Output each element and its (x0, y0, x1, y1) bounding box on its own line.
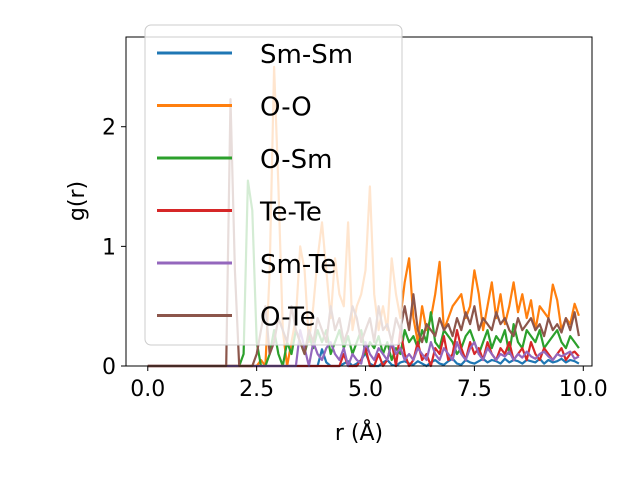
legend: Sm-Sm O-O O-Sm Te-Te Sm-Te O-Te (144, 24, 403, 346)
y-tick-label: 1 (102, 235, 116, 260)
x-tick-label: 5.0 (348, 377, 383, 402)
x-tick-label: 10.0 (559, 377, 608, 402)
legend-box (144, 24, 403, 346)
legend-label-sm-te: Sm-Te (260, 250, 336, 280)
x-tick-label: 2.5 (239, 377, 274, 402)
y-tick-label: 2 (102, 116, 116, 141)
y-tick-label: 0 (102, 355, 116, 380)
y-axis-title: g(r) (65, 181, 90, 221)
legend-label-o-sm: O-Sm (260, 145, 332, 175)
legend-label-sm-sm: Sm-Sm (260, 40, 353, 70)
x-tick-label: 0.0 (130, 377, 165, 402)
x-axis: 0.0 2.5 5.0 7.5 10.0 (130, 366, 608, 402)
legend-label-te-te: Te-Te (259, 198, 322, 228)
legend-label-o-te: O-Te (260, 303, 316, 333)
x-axis-title: r (Å) (335, 419, 383, 446)
legend-label-o-o: O-O (260, 93, 312, 123)
x-tick-label: 7.5 (457, 377, 492, 402)
y-axis: 0 1 2 (102, 116, 126, 380)
